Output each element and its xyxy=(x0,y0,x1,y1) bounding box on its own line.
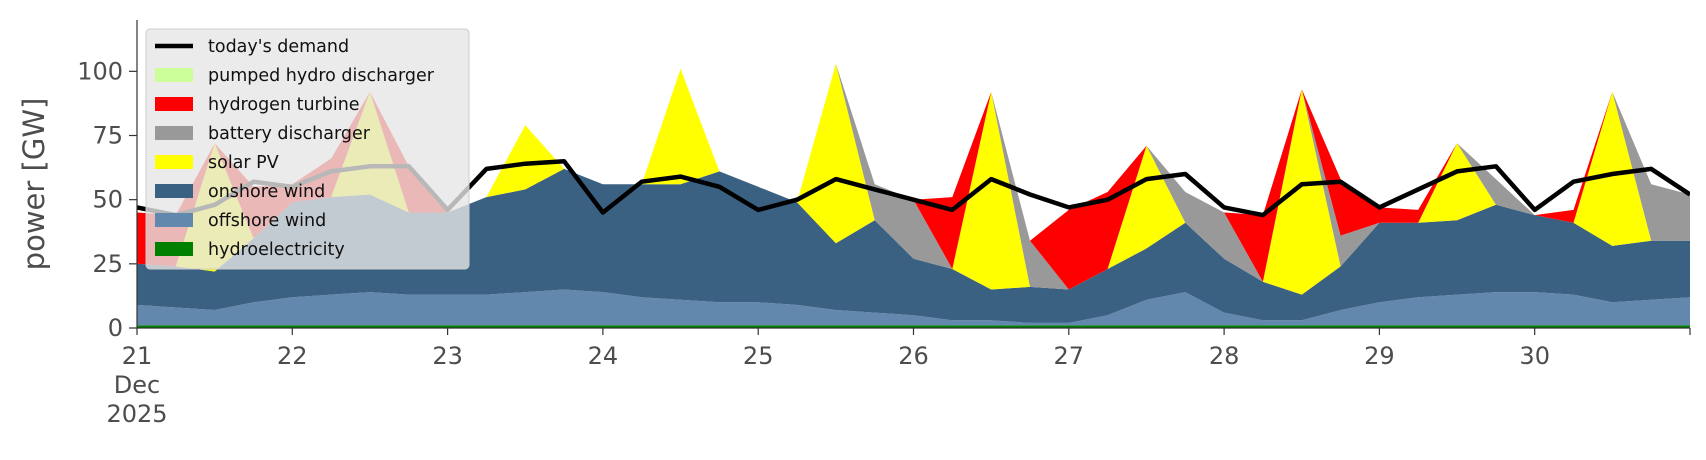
legend-swatch-offshore-wind xyxy=(155,213,193,227)
x-tick-label: 26 xyxy=(898,342,929,370)
area-solar-pv xyxy=(137,63,1690,295)
legend-swatch-solar-pv xyxy=(155,155,193,169)
legend-label-offshore-wind: offshore wind xyxy=(208,211,326,231)
y-tick-label: 25 xyxy=(92,250,123,278)
legend-label-hydrogen-turbine: hydrogen turbine xyxy=(208,95,360,115)
area-offshore-wind xyxy=(137,289,1690,326)
x-month-label: Dec xyxy=(114,371,160,399)
legend-swatch-pumped-hydro-discharger xyxy=(155,68,193,82)
x-tick-label: 27 xyxy=(1054,342,1085,370)
area-battery-discharger xyxy=(137,63,1690,290)
x-tick-label: 24 xyxy=(588,342,619,370)
x-tick-label: 21 xyxy=(122,342,153,370)
area-hydroelectricity xyxy=(137,325,1690,328)
legend-label-pumped-hydro-discharger: pumped hydro discharger xyxy=(208,66,435,86)
x-tick-label: 22 xyxy=(277,342,308,370)
y-tick-label: 100 xyxy=(77,57,123,85)
legend-label-solar-pv: solar PV xyxy=(208,153,279,173)
legend-label-onshore-wind: onshore wind xyxy=(208,182,325,202)
x-tick-label: 30 xyxy=(1519,342,1550,370)
area-onshore-wind xyxy=(137,168,1690,323)
x-year-label: 2025 xyxy=(106,400,167,428)
legend-swatch-battery-discharger xyxy=(155,126,193,140)
x-tick-label: 23 xyxy=(432,342,463,370)
y-tick-label: 50 xyxy=(92,186,123,214)
x-tick-label: 28 xyxy=(1209,342,1240,370)
legend-box xyxy=(145,28,470,270)
legend-label-today-s-demand: today's demand xyxy=(208,37,349,57)
legend-label-battery-discharger: battery discharger xyxy=(208,124,371,144)
legend-swatch-hydrogen-turbine xyxy=(155,97,193,111)
x-tick-label: 29 xyxy=(1364,342,1395,370)
legend: today's demand pumped hydro discharger hyd… xyxy=(145,28,470,270)
y-tick-label: 75 xyxy=(92,122,123,150)
legend-label-hydroelectricity: hydroelectricity xyxy=(208,240,345,260)
x-tick-label: 25 xyxy=(743,342,774,370)
legend-swatch-hydroelectricity xyxy=(155,242,193,256)
y-axis-title: power [GW] xyxy=(17,98,51,271)
legend-swatch-onshore-wind xyxy=(155,184,193,198)
y-tick-label: 0 xyxy=(108,314,123,342)
